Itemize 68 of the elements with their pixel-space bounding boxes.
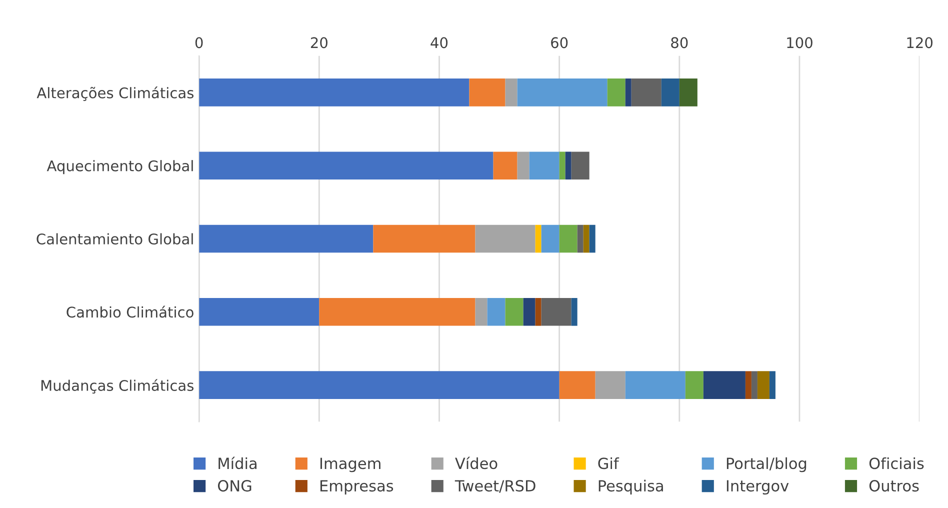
x-tick-label: 40 — [430, 37, 448, 48]
bar — [703, 371, 746, 399]
bar — [199, 371, 560, 399]
bar — [541, 224, 560, 253]
bar — [475, 224, 536, 253]
bar — [535, 224, 542, 253]
bar — [541, 298, 572, 326]
bar — [631, 78, 662, 106]
bar — [679, 78, 698, 106]
y-tick-label: Cambio Climático — [66, 306, 194, 318]
bar — [625, 78, 632, 106]
legend-label: Outros — [869, 480, 919, 492]
x-tick-label: 60 — [551, 37, 568, 48]
bar — [625, 371, 686, 399]
bar — [517, 152, 530, 180]
legend-label: Imagem — [320, 458, 380, 472]
x-tick-label: 120 — [907, 37, 933, 48]
bar — [487, 298, 506, 326]
bar — [373, 224, 476, 253]
x-tick-label: 20 — [310, 37, 328, 48]
bar — [493, 152, 518, 180]
legend-label: Mídia — [218, 456, 256, 470]
legend-label: Empresas — [320, 480, 394, 495]
bar — [757, 371, 770, 399]
legend-label: Gif — [598, 457, 620, 470]
bar — [199, 78, 470, 106]
bar — [595, 371, 626, 399]
bar — [571, 298, 578, 326]
bar — [523, 298, 536, 326]
bar — [505, 78, 518, 106]
bar — [751, 371, 758, 399]
bar — [199, 298, 320, 326]
bar — [745, 371, 752, 399]
bar — [769, 371, 776, 399]
x-tick-label: 100 — [787, 37, 812, 48]
bar — [565, 152, 572, 180]
bar — [685, 371, 704, 399]
bar — [607, 78, 626, 106]
bar — [535, 298, 542, 326]
bar — [469, 78, 506, 106]
x-tick-label: 0 — [195, 37, 203, 48]
legend-label: ONG — [218, 480, 252, 492]
bar — [319, 298, 476, 326]
bar — [571, 152, 590, 180]
bar — [559, 371, 596, 399]
bar — [577, 224, 584, 253]
bar — [475, 298, 488, 326]
y-tick-label: Alterações Climáticas — [36, 86, 194, 101]
y-tick-label: Calentamiento Global — [36, 233, 193, 245]
legend-label: Portal/blog — [726, 457, 806, 472]
bar — [199, 152, 494, 180]
legend-label: Pesquisa — [598, 480, 663, 495]
legend-label: Oficiais — [869, 457, 924, 470]
legend-label: Intergov — [726, 480, 789, 495]
bar — [517, 78, 608, 106]
bar — [559, 224, 578, 253]
bar — [199, 224, 374, 253]
bar — [589, 224, 596, 253]
bar — [661, 78, 680, 106]
legend-label: Vídeo — [455, 456, 498, 470]
bar — [559, 152, 566, 180]
bar — [529, 152, 560, 180]
bar — [505, 298, 524, 326]
legend-label: Tweet/RSD — [454, 480, 536, 493]
bar — [583, 224, 590, 253]
x-tick-label: 80 — [671, 37, 688, 48]
y-tick-label: Mudanças Climáticas — [41, 379, 194, 394]
y-tick-label: Aquecimento Global — [46, 160, 193, 174]
